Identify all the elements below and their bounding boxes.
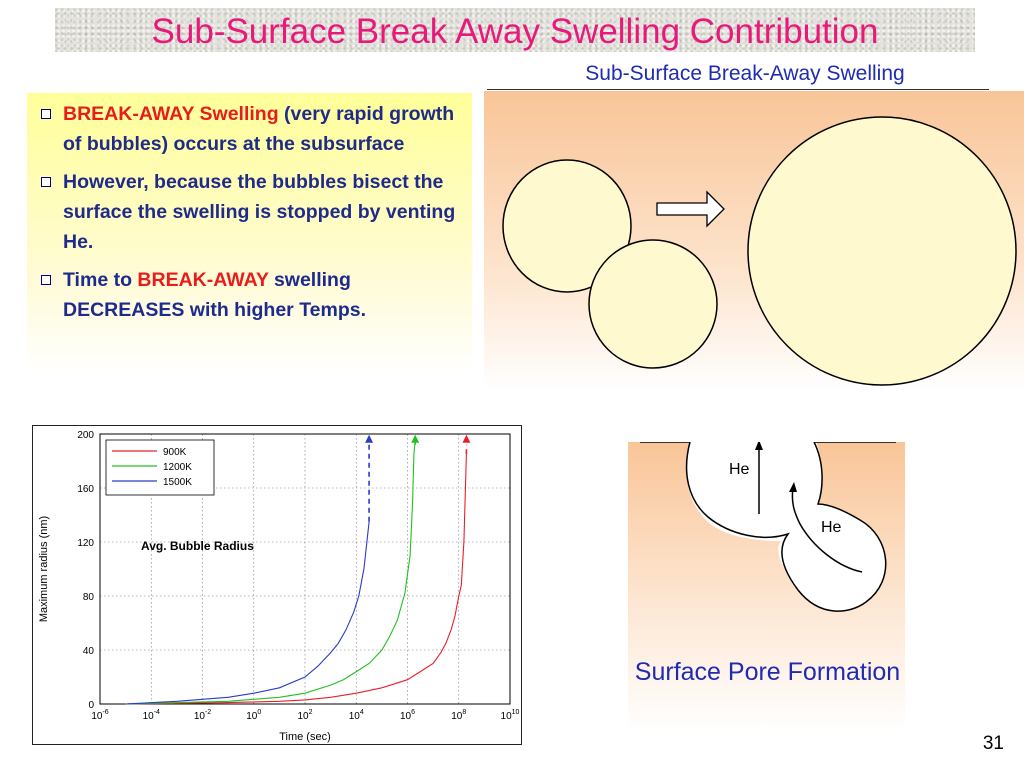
subsurface-svg [502,116,1017,386]
y-tick-label: 80 [83,592,95,603]
legend-label-1200k: 1200K [163,462,192,473]
pore-cavity [640,442,896,611]
chart-series [125,434,471,705]
y-tick-label: 160 [77,484,94,495]
plot-area-border [99,433,511,705]
chart-y-axis-label: Maximum radius (nm) [38,516,50,622]
bullet-item: BREAK-AWAY Swelling (very rapid growth o… [35,99,464,159]
page-number: 31 [982,733,1004,754]
x-tick-label: 100 [246,709,261,722]
chart-x-axis-label: Time (sec) [279,731,331,743]
pore-diagram-label: Surface Pore Formation [634,658,901,686]
pore-svg: He He [640,440,896,612]
arrow-right-icon [656,190,725,228]
pore-outline [685,441,887,612]
bullet-text: Time to [63,269,138,291]
subsurface-diagram-label: Sub-Surface Break-Away Swelling [585,62,905,85]
x-tick-label: 106 [400,709,415,722]
highlight-text: BREAK-AWAY [137,269,269,291]
surface-line [487,89,989,90]
x-tick-label: 104 [349,709,364,722]
series-line-1200k [125,440,416,705]
bullet-item: Time to BREAK-AWAY swelling DECREASES wi… [35,265,464,325]
he-label-top: He [729,461,750,478]
chart-annotation: Avg. Bubble Radius [141,539,254,553]
title-bar: Sub-Surface Break Away Swelling Contribu… [55,8,975,52]
legend-label-1500k: 1500K [163,477,192,488]
arrow-head-icon [365,434,374,443]
x-tick-label: 1010 [501,709,520,722]
checkbox-bullet-icon [41,177,51,187]
checkbox-bullet-icon [41,275,51,285]
y-tick-label: 40 [83,646,95,657]
bullet-text: swelling DECREASES with higher Temps. [63,269,367,321]
large-bubble [747,116,1017,386]
bullet-list: BREAK-AWAY Swelling (very rapid growth o… [27,93,472,325]
chart-ticks: 10-6 10-4 10-2 100 102 104 106 108 1010040801201… [77,430,519,722]
arrow-up-icon [755,440,763,450]
pore-diagram: He He [628,440,905,732]
arrow-up-small-icon [789,482,797,492]
bullet-text: However, because the bubbles bisect the … [63,171,456,253]
bullet-panel: BREAK-AWAY Swelling (very rapid growth o… [27,93,472,375]
chart-svg: 10-6 10-4 10-2 100 102 104 106 108 1010040801201… [38,430,520,743]
legend-label-900k: 900K [163,447,187,458]
he-label-bottom: He [821,519,842,536]
chart-legend: 900K 1200K 1500K [105,439,215,496]
arrow-head-icon [462,434,471,443]
bullet-item: However, because the bubbles bisect the … [35,167,464,257]
x-tick-label: 10-4 [143,709,160,722]
x-tick-label: 102 [297,709,312,722]
y-tick-label: 120 [77,538,94,549]
he-path-arrow [791,487,863,573]
bullet-text: (very rapid growth of bubbles) occurs at… [63,103,455,155]
small-bubble-2 [588,239,718,369]
subsurface-diagram [484,91,1024,391]
legend-box [105,439,215,496]
small-bubble-1 [502,159,632,293]
x-tick-label: 10-2 [194,709,211,722]
x-tick-label: 108 [451,709,466,722]
y-tick-label: 200 [77,430,94,441]
series-line-900k [125,454,467,705]
arrow-head-icon [411,434,420,443]
checkbox-bullet-icon [41,109,51,119]
slide-title: Sub-Surface Break Away Swelling Contribu… [151,12,879,51]
series-line-1500k [125,521,370,705]
bubble-radius-chart: 10-6 10-4 10-2 100 102 104 106 108 1010 0 40 80 120 1… [32,425,522,745]
y-tick-label: 0 [88,700,94,711]
highlight-text: BREAK-AWAY Swelling [63,103,279,125]
